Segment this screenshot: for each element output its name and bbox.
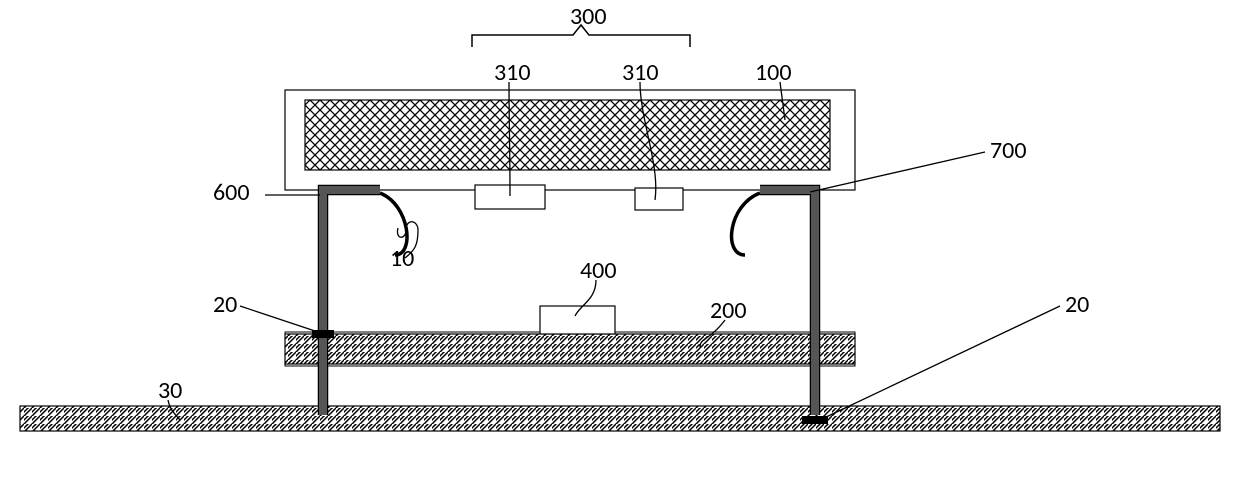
label-l100: 100 xyxy=(755,58,792,87)
label-l310a: 310 xyxy=(494,58,531,87)
leader-l20b xyxy=(824,306,1060,418)
label-l600: 600 xyxy=(213,178,250,207)
label-l20a: 20 xyxy=(213,290,237,319)
label-l30: 30 xyxy=(158,376,182,405)
label-l10: 10 xyxy=(390,244,414,273)
right-post xyxy=(760,190,815,415)
block-400 xyxy=(540,306,615,334)
label-l200: 200 xyxy=(710,296,747,325)
lower-substrate xyxy=(285,334,855,364)
label-l400: 400 xyxy=(580,256,617,285)
label-l300: 300 xyxy=(570,2,607,31)
right-bond-wire xyxy=(732,193,760,255)
pad-20-right xyxy=(802,416,828,424)
left-post xyxy=(323,190,380,415)
label-l310b: 310 xyxy=(622,58,659,87)
label-l20b: 20 xyxy=(1065,290,1089,319)
label-l700: 700 xyxy=(990,136,1027,165)
upper-substrate xyxy=(305,100,830,170)
block-310-right xyxy=(635,188,683,210)
leader-l20a xyxy=(240,306,318,332)
